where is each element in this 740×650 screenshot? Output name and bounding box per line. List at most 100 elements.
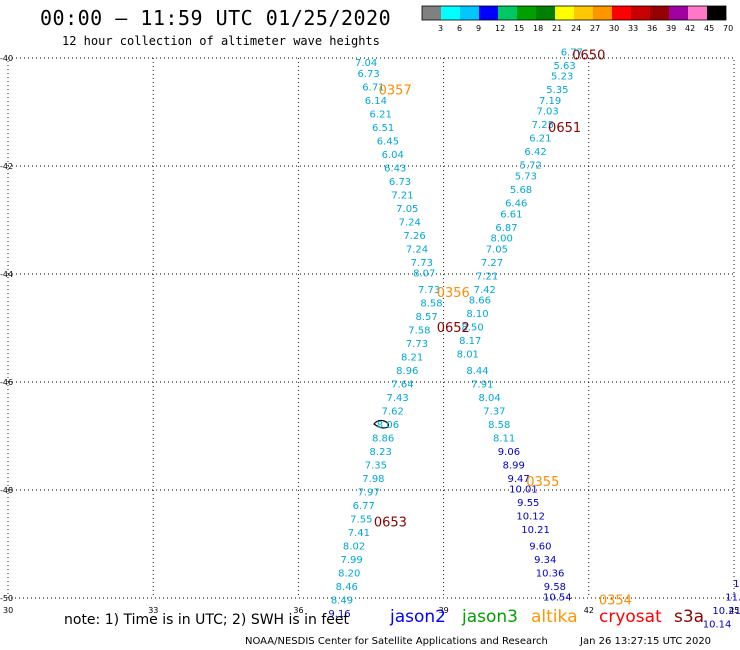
swh-value-label: 9.16 (328, 609, 350, 620)
colorbar-label: 21 (552, 24, 562, 33)
swh-value-label: 7.97 (357, 487, 379, 498)
colorbar-swatch (517, 6, 536, 20)
swh-value-label: 6.45 (377, 136, 399, 147)
swh-value-label: 8.10 (466, 309, 488, 320)
axis-ticks: -40 -42 -44 -46 -48 -50 30 33 36 39 42 45 (0, 54, 739, 615)
swh-value-label: 7.91 (471, 379, 493, 390)
swh-value-label: 8.44 (466, 366, 488, 377)
swh-value-label: 7.73 (418, 285, 440, 296)
lon-tick-label: 42 (584, 606, 594, 615)
swh-value-label: 6.77 (353, 501, 375, 512)
swh-value-label: 5.72 (520, 161, 542, 172)
swh-value-label: 6.14 (365, 96, 387, 107)
lon-tick-label: 33 (148, 606, 158, 615)
swh-value-label: 6.73 (389, 177, 411, 188)
colorbar-label: 36 (647, 24, 657, 33)
swh-value-label: 7.26 (403, 231, 425, 242)
lon-tick-label: 30 (3, 606, 13, 615)
swh-value-label: 9.58 (544, 582, 566, 593)
swh-value-label: 8.96 (396, 366, 418, 377)
colorbar-swatch (574, 6, 593, 20)
colorbar-swatch (707, 6, 726, 20)
swh-value-label: 11.4 (725, 593, 740, 604)
colorbar-swatch (536, 6, 555, 20)
swh-value-label: 10.21 (712, 606, 740, 617)
swh-value-label: 7.62 (382, 406, 404, 417)
colorbar-swatch (688, 6, 707, 20)
swh-value-label: 8.11 (493, 433, 515, 444)
colorbar-label: 15 (514, 24, 524, 33)
swh-value-label: 7.04 (355, 58, 377, 69)
swh-value-label: 8.04 (478, 393, 500, 404)
swh-value-label: 9.55 (517, 498, 539, 509)
credit-line: NOAA/NESDIS Center for Satellite Applica… (245, 636, 548, 647)
swh-value-label: 6.46 (505, 199, 527, 210)
lon-tick-label: 39 (439, 606, 449, 615)
colorbar-swatch (479, 6, 498, 20)
units-note: note: 1) Time is in UTC; 2) SWH is in fe… (64, 612, 350, 628)
map-subtitle: 12 hour collection of altimeter wave hei… (62, 34, 380, 48)
swh-value-label: 7.73 (411, 258, 433, 269)
swh-value-label: 10.21 (521, 525, 550, 536)
swh-value-label: 7.42 (474, 285, 496, 296)
generation-timestamp: Jan 26 13:27:15 UTC 2020 (580, 636, 712, 647)
swh-value-label: 10.54 (543, 593, 572, 604)
swh-value-label: 10.14 (703, 620, 732, 631)
swh-value-label: 10.36 (536, 568, 565, 579)
swh-value-label: 7.21 (391, 190, 413, 201)
swh-value-label: 7.05 (396, 204, 418, 215)
swh-value-label: 7.24 (406, 244, 428, 255)
swh-value-label: 5.68 (510, 185, 532, 196)
swh-value-label: 8.21 (401, 352, 423, 363)
pass-time-label: 0651 (548, 121, 581, 136)
lat-tick-label: -46 (0, 378, 13, 387)
swh-value-label: 7.98 (362, 474, 384, 485)
lat-lon-grid (7, 57, 735, 599)
swh-track-labels: 6.77 5.635.23 5.357.197.03 7.25 6.21 6.42 5.72… (328, 47, 740, 630)
swh-value-label: 6.51 (372, 123, 394, 134)
swh-value-label: 5.63 (553, 61, 575, 72)
swh-value-label: 8.17 (459, 336, 481, 347)
lat-tick-label: -42 (0, 162, 13, 171)
swh-value-label: 8.58 (420, 298, 442, 309)
pass-time-label: 0653 (374, 515, 407, 530)
lat-tick-label: -50 (0, 594, 13, 603)
swh-value-label: 7.37 (483, 406, 505, 417)
swh-value-label: 9.47 (507, 474, 529, 485)
swh-value-label: 8.00 (491, 234, 513, 245)
swh-value-label: 9.34 (534, 555, 556, 566)
colorbar-label: 30 (609, 24, 619, 33)
lat-tick-label: -44 (0, 270, 13, 279)
legend-jason2: jason2 (390, 607, 446, 627)
colorbar-label: 39 (666, 24, 676, 33)
swh-value-label: 7.21 (476, 271, 498, 282)
swh-value-label: 7.99 (341, 555, 363, 566)
swh-value-label: 8.57 (416, 312, 438, 323)
swh-value-label: 7.05 (486, 244, 508, 255)
lat-tick-label: -40 (0, 54, 13, 63)
swh-value-label: 7.73 (406, 339, 428, 350)
swh-value-label: 7.35 (365, 460, 387, 471)
swh-value-label: 5.35 (546, 85, 568, 96)
swh-value-label: 6.21 (529, 134, 551, 145)
swh-value-label: 6.77 (561, 47, 583, 58)
swh-value-label: 8.20 (338, 568, 360, 579)
pass-time-label: 0356 (437, 286, 470, 301)
swh-value-label: 6.71 (362, 82, 384, 93)
swh-value-label: 9.60 (529, 541, 551, 552)
pass-time-label: 0652 (437, 321, 470, 336)
colorbar-label: 24 (571, 24, 581, 33)
colorbar-swatch (593, 6, 612, 20)
colorbar-swatch (422, 6, 441, 20)
lat-tick-label: -48 (0, 486, 13, 495)
swh-value-label: 7.25 (532, 120, 554, 131)
swh-value-label: 7.24 (399, 217, 421, 228)
swh-value-label: 8.02 (343, 541, 365, 552)
swh-value-label: 7.03 (537, 107, 559, 118)
legend-altika: altika (531, 607, 578, 627)
swh-value-label: 9.06 (498, 447, 520, 458)
swh-value-label: 8.01 (457, 350, 479, 361)
colorbar-swatch (498, 6, 517, 20)
